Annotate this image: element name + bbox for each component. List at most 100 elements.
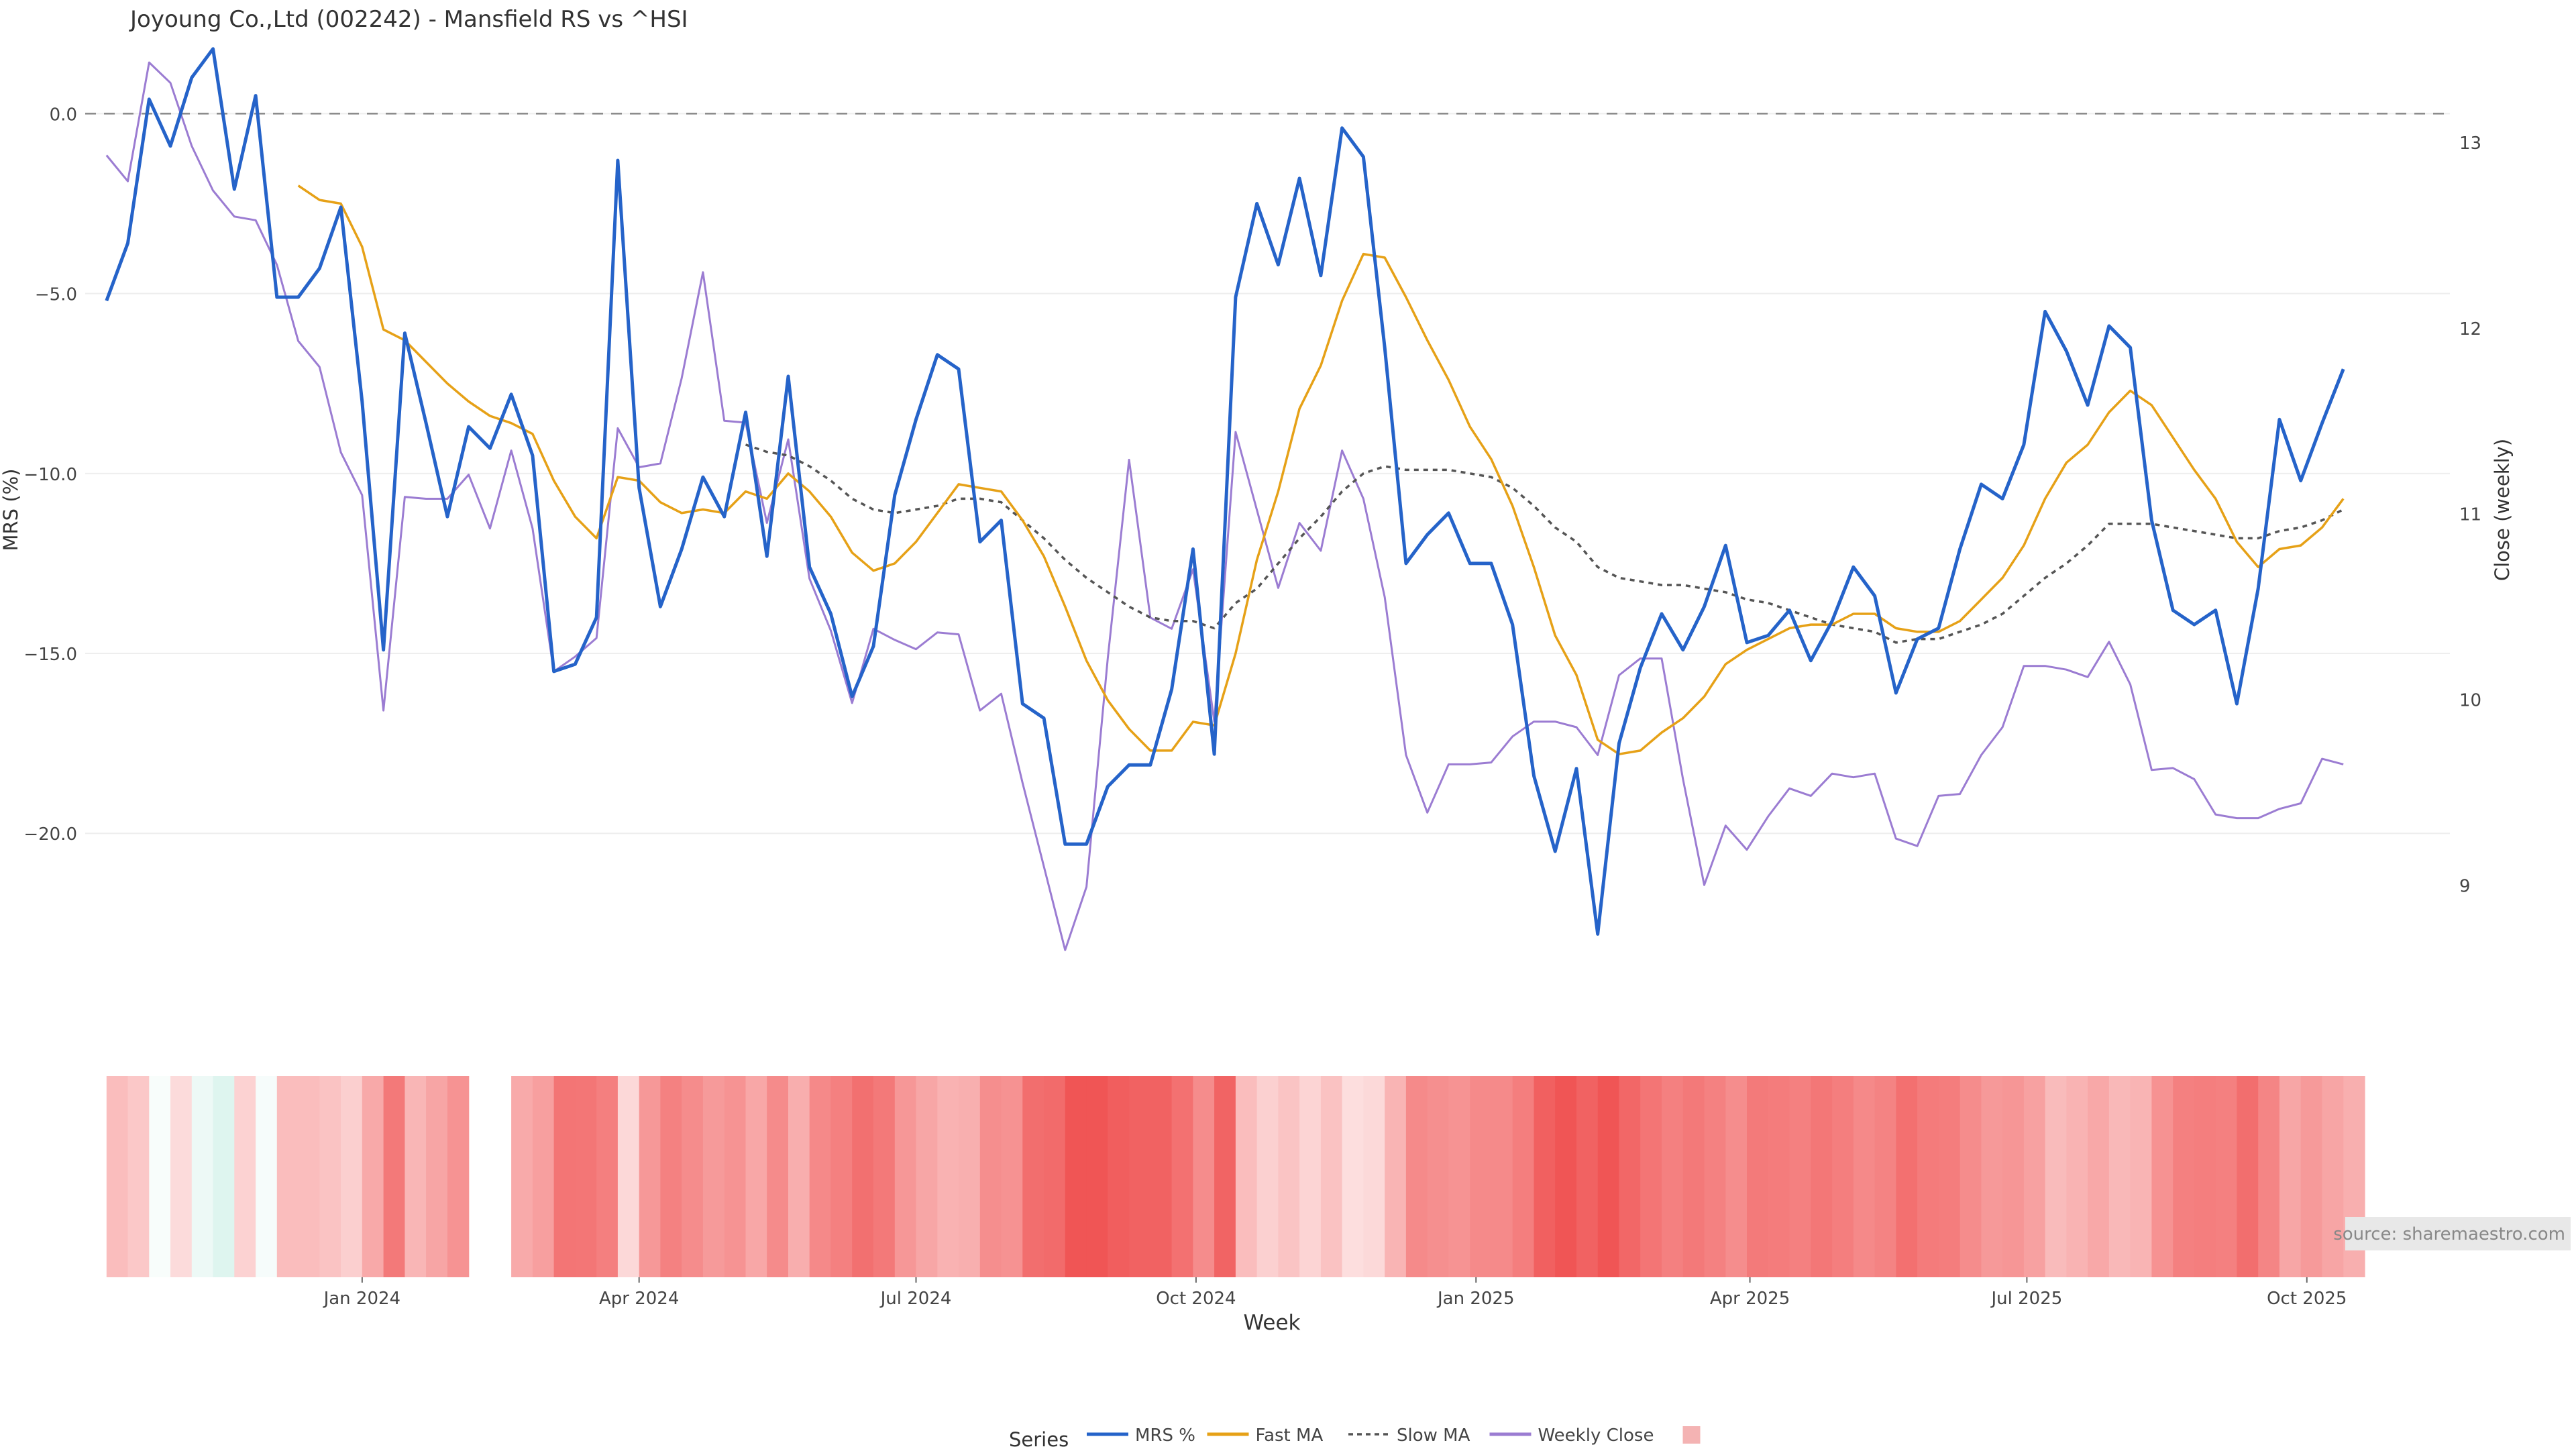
heatmap-cell bbox=[617, 1076, 640, 1277]
heatmap-cell bbox=[405, 1076, 427, 1277]
heatmap-cell bbox=[2322, 1076, 2344, 1277]
legend-title: Series bbox=[1009, 1428, 1069, 1449]
legend-label: MRS % bbox=[1135, 1426, 1195, 1446]
legend-label: Weekly Close bbox=[1538, 1426, 1654, 1446]
heatmap-cell bbox=[575, 1076, 597, 1277]
heatmap-cell bbox=[298, 1076, 320, 1277]
heatmap-cell bbox=[447, 1076, 470, 1277]
heatmap-cell bbox=[1768, 1076, 1790, 1277]
y-left-label: MRS (%) bbox=[0, 469, 22, 551]
heatmap-cell bbox=[1299, 1076, 1322, 1277]
heatmap-cell bbox=[1874, 1076, 1896, 1277]
heatmap-cell bbox=[660, 1076, 682, 1277]
heatmap-cell bbox=[1512, 1076, 1535, 1277]
heatmap-cell bbox=[1022, 1076, 1044, 1277]
heatmap-cell bbox=[2151, 1076, 2174, 1277]
heatmap-cell bbox=[276, 1076, 299, 1277]
heatmap-cell bbox=[2108, 1076, 2131, 1277]
series-line-0 bbox=[105, 47, 2345, 936]
heatmap-cell bbox=[1597, 1076, 1620, 1277]
heatmap-cell bbox=[2088, 1076, 2110, 1277]
y-left-axis: 0.0 −5.0 −10.0 −15.0 −20.0 bbox=[23, 105, 77, 845]
y-right-label: Close (weekly) bbox=[2491, 439, 2514, 581]
heatmap-cell bbox=[1405, 1076, 1428, 1277]
heatmap-cell bbox=[1747, 1076, 1769, 1277]
y-right-tick-label: 9 bbox=[2459, 876, 2471, 896]
heatmap-cell bbox=[1278, 1076, 1300, 1277]
source-note: source: sharemaestro.com bbox=[2333, 1224, 2565, 1244]
legend-item-3[interactable]: Weekly Close bbox=[1489, 1426, 1654, 1446]
heatmap-cell bbox=[1491, 1076, 1513, 1277]
heatmap-cell bbox=[2237, 1076, 2259, 1277]
heatmap-cell bbox=[2258, 1076, 2280, 1277]
heatmap-cell bbox=[1619, 1076, 1641, 1277]
y-right-tick-label: 10 bbox=[2459, 690, 2481, 710]
heatmap-cell bbox=[894, 1076, 917, 1277]
heatmap-cell bbox=[426, 1076, 448, 1277]
x-tick-label: Oct 2024 bbox=[1156, 1289, 1236, 1309]
source-note-bg bbox=[2345, 1217, 2571, 1250]
heatmap-cell bbox=[1704, 1076, 1726, 1277]
heatmap-cell bbox=[1853, 1076, 1876, 1277]
x-tick-label: Jul 2025 bbox=[1990, 1289, 2062, 1309]
heatmap-cell bbox=[1938, 1076, 1961, 1277]
y-left-tick-label: −10.0 bbox=[23, 465, 77, 485]
heatmap-cell bbox=[1448, 1076, 1470, 1277]
heatmap-cell bbox=[2045, 1076, 2067, 1277]
heatmap-cell bbox=[1385, 1076, 1407, 1277]
heatmap-cell bbox=[745, 1076, 767, 1277]
heatmap-cell bbox=[1001, 1076, 1023, 1277]
heatmap-cell bbox=[362, 1076, 384, 1277]
y-right-tick-label: 12 bbox=[2459, 319, 2481, 339]
heatmap-cell bbox=[1789, 1076, 1811, 1277]
heatmap-strip bbox=[106, 1076, 2365, 1277]
heatmap-cell bbox=[191, 1076, 214, 1277]
x-tick-label: Jan 2024 bbox=[323, 1289, 401, 1309]
heatmap-cell bbox=[1470, 1076, 1492, 1277]
heatmap-cell bbox=[1682, 1076, 1705, 1277]
heatmap-cell bbox=[553, 1076, 576, 1277]
heatmap-cell bbox=[2023, 1076, 2046, 1277]
heatmap-cell bbox=[170, 1076, 193, 1277]
heatmap-cell bbox=[959, 1076, 981, 1277]
y-right-tick-label: 11 bbox=[2459, 505, 2481, 525]
heatmap-cell bbox=[1811, 1076, 1833, 1277]
heatmap-cell bbox=[1960, 1076, 1982, 1277]
heatmap-cell bbox=[979, 1076, 1002, 1277]
y-left-tick-label: −15.0 bbox=[23, 645, 77, 665]
y-left-tick-label: −5.0 bbox=[35, 285, 77, 305]
series-line-2 bbox=[745, 443, 2344, 644]
heatmap-cell bbox=[1896, 1076, 1918, 1277]
x-axis: Jan 2024 Apr 2024 Jul 2024 Oct 2024 Jan 2025… bbox=[323, 1277, 2347, 1309]
heatmap-cell bbox=[1086, 1076, 1108, 1277]
heatmap-cell bbox=[532, 1076, 555, 1277]
heatmap-cell bbox=[1427, 1076, 1450, 1277]
heatmap-cell bbox=[106, 1076, 129, 1277]
legend-item-0[interactable]: MRS % bbox=[1087, 1426, 1195, 1446]
x-tick-label: Jul 2024 bbox=[879, 1289, 952, 1309]
series-layer bbox=[105, 47, 2345, 951]
heatmap-cell bbox=[1662, 1076, 1684, 1277]
heatmap-cell bbox=[1150, 1076, 1173, 1277]
heatmap-cell bbox=[1214, 1076, 1236, 1277]
heatmap-cell bbox=[256, 1076, 278, 1277]
legend-item-4[interactable] bbox=[1682, 1426, 1701, 1444]
legend-item-2[interactable]: Slow MA bbox=[1348, 1426, 1470, 1446]
legend-item-1[interactable]: Fast MA bbox=[1207, 1426, 1324, 1446]
legend: MRS % Fast MA Slow MA Weekly Close bbox=[1087, 1426, 1701, 1446]
heatmap-cell bbox=[1534, 1076, 1556, 1277]
heatmap-cell bbox=[1363, 1076, 1385, 1277]
heatmap-cell bbox=[1917, 1076, 1939, 1277]
heatmap-cell bbox=[937, 1076, 959, 1277]
heatmap-cell bbox=[2066, 1076, 2088, 1277]
heatmap-cell bbox=[319, 1076, 341, 1277]
heatmap-cell bbox=[916, 1076, 938, 1277]
y-left-tick-label: 0.0 bbox=[50, 105, 77, 125]
heatmap-cell bbox=[788, 1076, 810, 1277]
heatmap-cell bbox=[1981, 1076, 2003, 1277]
heatmap-cell bbox=[1171, 1076, 1193, 1277]
heatmap-cell bbox=[213, 1076, 235, 1277]
heatmap-cell bbox=[1044, 1076, 1066, 1277]
heatmap-cell bbox=[1555, 1076, 1577, 1277]
